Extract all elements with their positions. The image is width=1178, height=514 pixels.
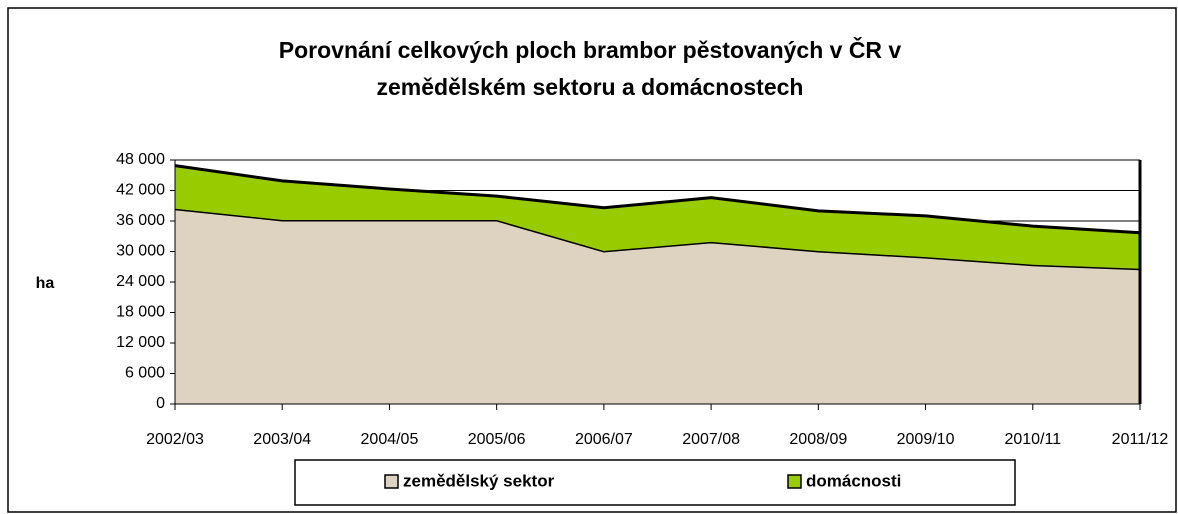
area [175, 208, 1140, 404]
legend-swatch [787, 474, 802, 489]
x-tick-label: 2002/03 [146, 431, 204, 448]
y-tick-label: 36 000 [116, 212, 165, 229]
legend-label: zemědělský sektor [403, 471, 555, 490]
y-tick-label: 30 000 [116, 243, 165, 260]
x-tick-label: 2005/06 [468, 431, 526, 448]
y-axis-label: ha [36, 275, 55, 292]
x-tick-label: 2004/05 [361, 431, 419, 448]
x-tick-label: 2007/08 [682, 431, 740, 448]
legend-label: domácnosti [806, 471, 901, 490]
x-tick-label: 2008/09 [789, 431, 847, 448]
y-tick-label: 48 000 [116, 151, 165, 168]
y-tick-label: 0 [156, 395, 165, 412]
y-tick-label: 6 000 [125, 365, 165, 382]
x-tick-label: 2003/04 [253, 431, 311, 448]
x-tick-label: 2006/07 [575, 431, 633, 448]
legend-swatch [384, 474, 399, 489]
legend [294, 459, 1016, 506]
y-tick-label: 12 000 [116, 334, 165, 351]
x-tick-label: 2011/12 [1112, 431, 1169, 448]
x-tick-label: 2010/11 [1004, 431, 1061, 448]
chart-subtitle: zemědělském sektoru a domácnostech [377, 74, 804, 100]
x-tick-label: 2009/10 [897, 431, 955, 448]
area-edge [174, 164, 1141, 235]
y-tick-label: 24 000 [116, 273, 165, 290]
y-tick-label: 18 000 [116, 304, 165, 321]
chart-title: Porovnání celkových ploch brambor pěstov… [279, 36, 902, 63]
y-tick-label: 42 000 [116, 182, 165, 199]
